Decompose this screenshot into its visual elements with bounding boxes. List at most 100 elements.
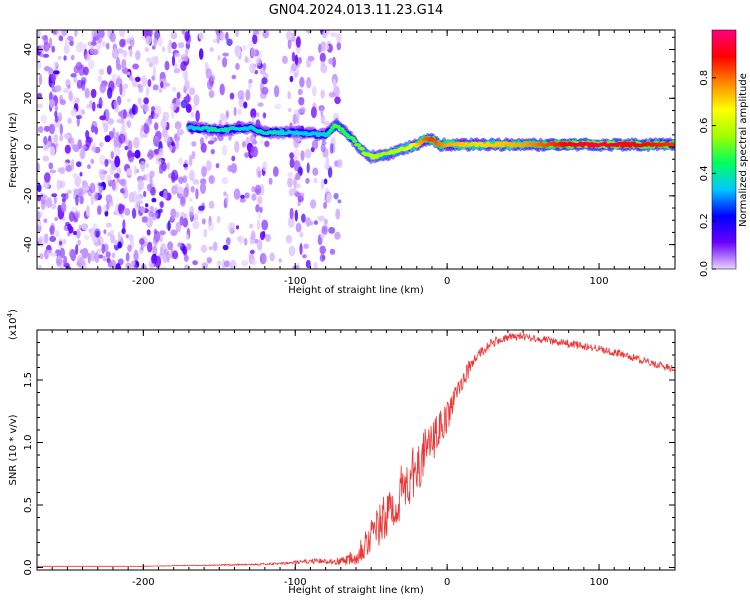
spectrogram-cell xyxy=(206,79,214,90)
spectrogram-cell xyxy=(325,156,330,169)
spectrogram-y-tick-label: 0 xyxy=(23,144,34,150)
spectrogram-cell xyxy=(160,266,167,269)
spectrogram-cell xyxy=(300,150,305,162)
spectrogram-cell xyxy=(248,78,253,84)
spectrogram-cell xyxy=(74,175,81,187)
spectrogram-cell xyxy=(68,211,75,223)
spectrogram-cell xyxy=(110,259,116,269)
spectrogram-cell xyxy=(37,58,42,70)
snr-x-axis-label: Height of straight line (km) xyxy=(288,585,424,596)
spectrogram-cell xyxy=(243,237,248,246)
spectrogram-cell xyxy=(191,141,197,147)
spectrogram-cell xyxy=(146,220,151,226)
spectrogram-cell xyxy=(305,259,311,269)
spectrogram-cell xyxy=(173,62,178,69)
spectrogram-cell xyxy=(160,157,165,165)
spectrogram-cell xyxy=(159,163,164,174)
spectrogram-cell xyxy=(237,90,245,100)
colorbar: 0.0 0.2 0.4 0.6 0.8 Normalized spectral ampl… xyxy=(699,29,749,277)
spectrogram-cell xyxy=(68,90,73,102)
spectrogram-cell xyxy=(126,139,133,149)
spectrogram-cell xyxy=(297,88,303,96)
spectrogram-cell xyxy=(42,183,49,188)
spectrogram-cell xyxy=(158,78,165,84)
spectrogram-cell xyxy=(119,83,123,96)
figure-title: GN04.2024.013.11.23.G14 xyxy=(269,3,444,18)
spectrogram-cell xyxy=(133,165,137,176)
spectrogram-cell xyxy=(158,88,163,93)
spectrogram-cell xyxy=(249,249,255,255)
spectrogram-cell xyxy=(116,167,122,175)
spectrogram-cell xyxy=(319,245,327,255)
spectrogram-cell xyxy=(144,104,150,113)
spectrogram-cell xyxy=(98,97,103,109)
spectrogram-cell xyxy=(131,260,136,266)
spectrogram-cell xyxy=(54,105,59,112)
spectrogram-cell xyxy=(229,165,233,172)
spectrogram-cell xyxy=(77,108,82,116)
spectrogram-cell xyxy=(269,252,275,262)
spectrogram-cell xyxy=(158,208,163,214)
spectrogram-cell xyxy=(191,150,196,160)
spectrogram-cell xyxy=(124,145,129,151)
spectrogram-cell xyxy=(69,40,74,47)
spectrogram-cell xyxy=(44,66,51,72)
spectrogram-cell xyxy=(93,192,99,202)
spectrogram-cell xyxy=(137,97,142,105)
spectrogram-cell xyxy=(90,194,95,206)
spectrogram-cell xyxy=(129,75,133,81)
spectrogram-cell xyxy=(231,155,236,162)
spectrogram-cell xyxy=(225,237,231,246)
spectrogram-cell xyxy=(289,207,294,220)
spectrogram-cell xyxy=(94,228,101,238)
spectrogram-cell xyxy=(216,215,221,224)
spectrogram-cell xyxy=(37,30,41,39)
spectrogram-cell xyxy=(226,38,233,46)
spectrogram-cell xyxy=(123,184,128,193)
spectrogram-cell xyxy=(233,106,237,117)
spectrogram-cell xyxy=(131,152,138,157)
spectrogram-cell xyxy=(110,234,115,244)
spectrogram-cell xyxy=(298,96,305,106)
spectrogram-cell xyxy=(70,108,77,117)
spectrogram-cell xyxy=(57,204,62,214)
spectrogram-cell xyxy=(256,219,261,231)
spectrogram-cell xyxy=(43,233,49,244)
spectrogram-cell xyxy=(225,31,229,41)
spectrogram-cell xyxy=(298,192,305,198)
spectrogram-cell xyxy=(198,32,204,40)
snr-scale-label: (x104) xyxy=(6,309,19,340)
spectrogram-cell xyxy=(105,222,112,228)
spectrogram-cell xyxy=(252,33,258,45)
spectrogram-cell xyxy=(54,217,59,221)
spectrogram-cell xyxy=(43,218,48,224)
spectrogram-cell xyxy=(59,134,64,142)
spectrogram-cell xyxy=(186,243,192,251)
spectrogram-cell xyxy=(160,81,164,89)
spectrogram-cell xyxy=(140,244,144,251)
spectrogram-heatmap xyxy=(37,30,675,269)
spectrogram-cell xyxy=(273,85,280,98)
snr-y-axis-label: SNR (10 * v/v) xyxy=(8,414,19,485)
spectrogram-cell xyxy=(243,101,248,109)
spectrogram-cell xyxy=(39,53,44,58)
spectrogram-cell xyxy=(305,217,312,227)
spectrogram-cell xyxy=(118,133,126,144)
spectrogram-cell xyxy=(76,161,82,168)
spectrogram-cell xyxy=(262,62,267,70)
spectrogram-cell xyxy=(97,239,102,246)
spectrogram-cell xyxy=(328,58,334,65)
spectrogram-cell xyxy=(174,121,182,130)
snr-x-tick-label: -100 xyxy=(284,577,307,588)
spectrogram-cell xyxy=(70,137,75,148)
spectrogram-cell xyxy=(305,177,310,184)
spectrogram-cell xyxy=(291,51,296,63)
spectrogram-cell xyxy=(162,46,166,53)
spectrogram-cell xyxy=(312,85,317,97)
spectrogram-cell xyxy=(207,140,215,145)
spectrogram-cell xyxy=(90,88,97,99)
spectrogram-cell xyxy=(299,231,304,238)
spectrogram-cell xyxy=(287,172,294,178)
spectrogram-cell xyxy=(96,32,103,44)
snr-x-tick-label: 0 xyxy=(444,577,450,588)
